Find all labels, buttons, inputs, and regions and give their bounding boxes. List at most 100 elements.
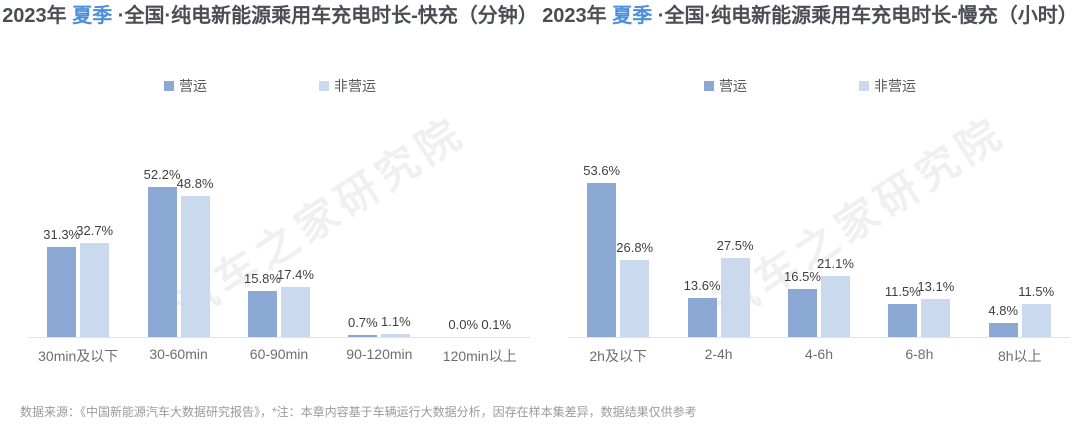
legend: 营运 非营运 — [540, 76, 1080, 96]
value-label: 13.6% — [683, 278, 721, 293]
non-operating-bar-column: 26.8% — [616, 100, 653, 337]
operating-bar-column: 52.2% — [144, 100, 181, 337]
operating-bar — [687, 298, 717, 337]
title-season: 夏季 — [612, 5, 653, 27]
operating-bar-column: 4.8% — [988, 100, 1019, 337]
operating-bar-column: 0.0% — [448, 100, 479, 337]
value-label: 0.1% — [481, 317, 512, 332]
category-label: 30-60min — [149, 346, 208, 362]
value-label: 26.8% — [616, 240, 654, 255]
bar-group: 31.3% 32.7% 30min及以下 — [38, 100, 118, 364]
operating-bar-column: 31.3% — [43, 100, 80, 337]
bar-group: 16.5% 21.1% 4-6h — [784, 100, 854, 362]
title-year: 2023年 — [542, 5, 613, 27]
operating-bar — [47, 247, 77, 337]
bar-group: 0.0% 0.1% 120min以上 — [443, 100, 517, 364]
value-label: 17.4% — [277, 267, 314, 282]
value-label: 21.1% — [817, 256, 854, 271]
operating-bar — [348, 335, 378, 337]
non-operating-bar-column: 27.5% — [717, 100, 754, 337]
non-operating-bar — [180, 196, 210, 337]
value-label: 53.6% — [583, 163, 621, 178]
fast-charge-chart-panel: 2023年 夏季 ·全国·纯电新能源乘用车充电时长-快充（分钟） 营运 非营运 … — [0, 0, 540, 392]
plot-area: 31.3% 32.7% 30min及以下 52.2% 48.8% 30-60min 15.8… — [28, 100, 530, 364]
category-label: 60-90min — [249, 346, 309, 362]
value-label: 0.0% — [448, 317, 479, 332]
non-operating-bar-column: 17.4% — [277, 100, 314, 337]
operating-bar — [147, 187, 177, 337]
non-operating-bar — [820, 276, 850, 337]
value-label: 31.3% — [43, 227, 81, 242]
category-label: 120min以上 — [442, 348, 517, 364]
non-operating-swatch-icon — [319, 81, 329, 91]
bar-group: 53.6% 26.8% 2h及以下 — [583, 100, 653, 364]
operating-bar-column: 15.8% — [244, 100, 281, 337]
value-label: 11.5% — [884, 284, 921, 299]
non-operating-bar-column: 13.1% — [917, 100, 954, 337]
operating-bar — [247, 291, 277, 337]
value-label: 52.2% — [143, 167, 181, 182]
slow-charge-chart-panel: 2023年 夏季 ·全国·纯电新能源乘用车充电时长-慢充（小时） 营运 非营运 … — [540, 0, 1080, 392]
non-operating-bar — [80, 243, 110, 337]
value-label: 27.5% — [716, 238, 754, 253]
non-operating-bar — [280, 287, 310, 337]
operating-swatch-icon — [704, 81, 714, 91]
category-label: 30min及以下 — [38, 348, 119, 364]
bar-group: 15.8% 17.4% 60-90min — [244, 100, 314, 362]
category-label: 90-120min — [346, 346, 413, 362]
legend-item-non-operating: 非营运 — [859, 76, 916, 96]
value-label: 15.8% — [244, 271, 281, 286]
bar-group: 13.6% 27.5% 2-4h — [684, 100, 754, 362]
value-label: 32.7% — [76, 223, 114, 238]
operating-bar — [988, 323, 1018, 337]
non-operating-bar — [381, 334, 411, 337]
operating-bar — [787, 289, 817, 337]
title-rest: ·全国·纯电新能源乘用车充电时长-快充（分钟） — [112, 5, 538, 27]
non-operating-swatch-icon — [859, 81, 869, 91]
non-operating-bar — [1021, 304, 1051, 337]
value-label: 4.8% — [988, 303, 1019, 318]
category-label: 4-6h — [804, 346, 833, 362]
legend-item-operating: 营运 — [164, 76, 207, 96]
category-label: 2h及以下 — [589, 348, 647, 364]
category-label: 6-8h — [905, 346, 934, 362]
category-label: 2-4h — [704, 346, 733, 362]
non-operating-bar-column: 0.1% — [481, 100, 512, 337]
value-label: 0.7% — [348, 315, 378, 330]
non-operating-bar-column: 1.1% — [381, 100, 411, 337]
value-label: 48.8% — [176, 176, 214, 191]
legend-item-operating: 营运 — [704, 76, 747, 96]
legend-label: 营运 — [719, 78, 747, 94]
legend-label: 非营运 — [334, 78, 376, 94]
value-label: 13.1% — [917, 279, 955, 294]
plot-area: 53.6% 26.8% 2h及以下 13.6% 27.5% 2-4h 16.5% 21.1% 4… — [568, 100, 1070, 364]
legend-label: 营运 — [179, 78, 207, 94]
charts-row: 2023年 夏季 ·全国·纯电新能源乘用车充电时长-快充（分钟） 营运 非营运 … — [0, 0, 1080, 392]
slow-charge-chart-title: 2023年 夏季 ·全国·纯电新能源乘用车充电时长-慢充（小时） — [540, 2, 1080, 30]
bar-group: 0.7% 1.1% 90-120min — [346, 100, 412, 362]
non-operating-bar-column: 48.8% — [177, 100, 214, 337]
data-source-note: 数据来源：《中国新能源汽车大数据研究报告》，*注：本章内容基于车辆运行大数据分析… — [20, 405, 697, 419]
value-label: 11.5% — [1018, 284, 1055, 299]
fast-charge-chart-title: 2023年 夏季 ·全国·纯电新能源乘用车充电时长-快充（分钟） — [0, 2, 540, 30]
value-label: 16.5% — [784, 269, 821, 284]
operating-bar — [888, 304, 918, 337]
non-operating-bar — [720, 258, 750, 337]
operating-bar-column: 13.6% — [684, 100, 721, 337]
category-label: 8h以上 — [997, 348, 1042, 364]
legend-item-non-operating: 非营运 — [319, 76, 376, 96]
operating-bar-column: 11.5% — [885, 100, 921, 337]
non-operating-bar-column: 32.7% — [76, 100, 113, 337]
value-label: 1.1% — [381, 314, 411, 329]
non-operating-bar-column: 11.5% — [1018, 100, 1054, 337]
operating-bar-column: 53.6% — [583, 100, 620, 337]
bar-group: 11.5% 13.1% 6-8h — [885, 100, 954, 362]
operating-bar-column: 16.5% — [784, 100, 821, 337]
operating-swatch-icon — [164, 81, 174, 91]
bar-group: 4.8% 11.5% 8h以上 — [988, 100, 1054, 364]
title-year: 2023年 — [2, 5, 73, 27]
non-operating-bar — [620, 260, 650, 337]
title-season: 夏季 — [72, 5, 113, 27]
title-rest: ·全国·纯电新能源乘用车充电时长-慢充（小时） — [652, 5, 1078, 27]
